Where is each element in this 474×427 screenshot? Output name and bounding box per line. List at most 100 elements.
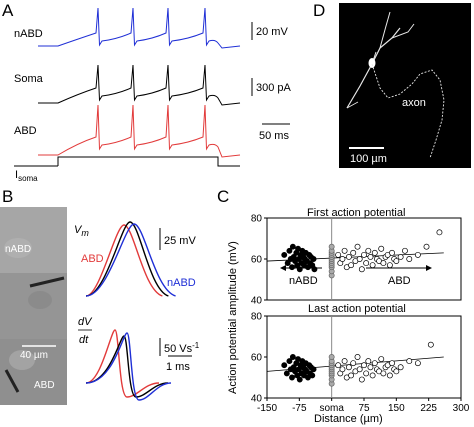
c-top-point-abd [386,262,393,269]
c-xtick-label: soma [319,403,344,414]
isoma-label: Isoma [15,169,38,183]
c-bottom-point-abd [350,360,357,367]
c-bottom-point-abd [335,362,342,369]
c-top-point-abd [406,256,413,262]
c-top-point-abd [365,247,372,254]
c-top-point-nabd [284,260,291,267]
c-top-point-abd [397,254,404,260]
c-top-point-abd [339,256,346,262]
dvdt-trace-soma [85,335,169,398]
c-top-point-nabd [289,243,296,250]
ap-waveform-traces [85,221,176,297]
c-bottom-point-nabd [283,370,290,377]
c-bottom-point-nabd [286,358,293,365]
panel-b-letter: B [2,187,13,206]
arrow-right-label: ABD [388,275,411,287]
c-bottom-point-nabd [281,362,288,369]
ap-trace-soma [85,221,169,297]
c-bottom-title: Last action potential [308,303,406,315]
c-top-point-abd [345,254,352,260]
panel-a-letter: A [2,1,14,20]
arrow-left-head [280,265,286,271]
neuron-micrograph [339,3,471,168]
c-bottom-point-abd [369,372,376,379]
neuron-morphology [346,11,445,159]
c-top-point-abd [423,243,430,250]
panel-a-label-abd: ABD [14,125,37,137]
c-top-point-abd [335,251,342,258]
c-bottom-plot: 40 60 80 [251,312,462,405]
c-top-ytick-label: 60 [251,255,263,266]
dvdt-bottom-label: dt [79,334,89,346]
ap-trace-abd [85,224,163,297]
c-bottom-point-abd [367,364,374,371]
scale-time-b-label: 1 ms [166,361,190,373]
c-top-point-abd [341,247,348,254]
c-bottom-point-nabd [296,376,303,383]
dic-label-nabd: nABD [5,244,31,255]
scale-d-label: 100 µm [350,153,387,165]
c-bottom-point-abd [380,370,387,377]
c-xtick-label: -150 [257,403,277,414]
c-bottom-point-abd [363,370,370,377]
trace-label-nabd: nABD [167,277,196,289]
c-bottom-point-abd [358,376,365,383]
scale-time-a-label: 50 ms [259,130,289,142]
c-xtick-label: 150 [388,403,405,414]
c-top-point-abd [363,260,370,267]
scale-vm-label: 25 mV [164,235,196,247]
c-top-point-abd [393,258,400,264]
c-bottom-point-abd [348,372,355,379]
trace-abd [38,104,241,158]
dvdt-trace-nabd [85,332,172,401]
c-top-title: First action potential [307,207,405,219]
c-top-point-nabd [289,264,295,271]
c-top-point-nabd [310,256,317,262]
trace-abd-path [38,104,241,158]
c-bottom-ytick-label: 80 [251,312,263,323]
dic-scale-label: 40 µm [20,350,48,361]
scale-current-label: 300 pA [256,82,292,94]
trace-label-abd: ABD [81,253,104,265]
vm-label: Vm [74,224,89,238]
c-bottom-point-nabd [289,374,295,381]
arrow-right-head [426,265,432,271]
c-top-point-abd [436,229,443,236]
c-top-point-abd [378,245,385,252]
trace-soma-path [38,64,241,106]
c-bottom-point-abd [356,366,363,373]
panel-c-letter: C [217,187,229,206]
dic-micrograph [0,207,67,405]
c-xlabel: Distance (µm) [314,413,383,425]
scale-dvdt-label: 50 Vs-1 [164,341,200,355]
c-top-point-abd [369,262,376,269]
c-top-ytick-label: 40 [251,296,263,307]
c-bottom-point-abd [341,358,348,365]
c-x-axis-ticks: -150 -75 soma 75 150 225 300 [257,398,470,414]
c-top-point-abd [361,251,367,258]
c-top-point-abd [402,247,408,254]
c-bottom-point-soma [328,354,335,360]
trace-nabd-path [38,7,241,49]
ap-trace-nabd [85,223,176,297]
current-step-trace [57,156,240,167]
arrow-left-label: nABD [289,275,318,287]
c-bottom-point-abd [414,360,421,367]
dvdt-trace-abd [85,329,160,398]
c-bottom-point-nabd [289,354,296,360]
c-bottom-point-abd [389,360,395,367]
c-top-point-soma [328,243,335,250]
c-bottom-ytick-label: 60 [251,353,263,364]
c-top-point-abd [354,243,361,250]
c-bottom-point-abd [378,356,385,362]
c-bottom-point-abd [393,368,400,375]
c-top-point-abd [350,249,357,256]
c-top-point-abd [389,249,395,256]
c-top-ytick-label: 80 [251,214,263,225]
c-top-point-abd [367,254,374,260]
c-bottom-point-abd [406,358,413,365]
c-xtick-label: -75 [292,403,307,414]
c-xtick-label: 300 [453,403,470,414]
c-top-point-nabd [286,247,293,254]
